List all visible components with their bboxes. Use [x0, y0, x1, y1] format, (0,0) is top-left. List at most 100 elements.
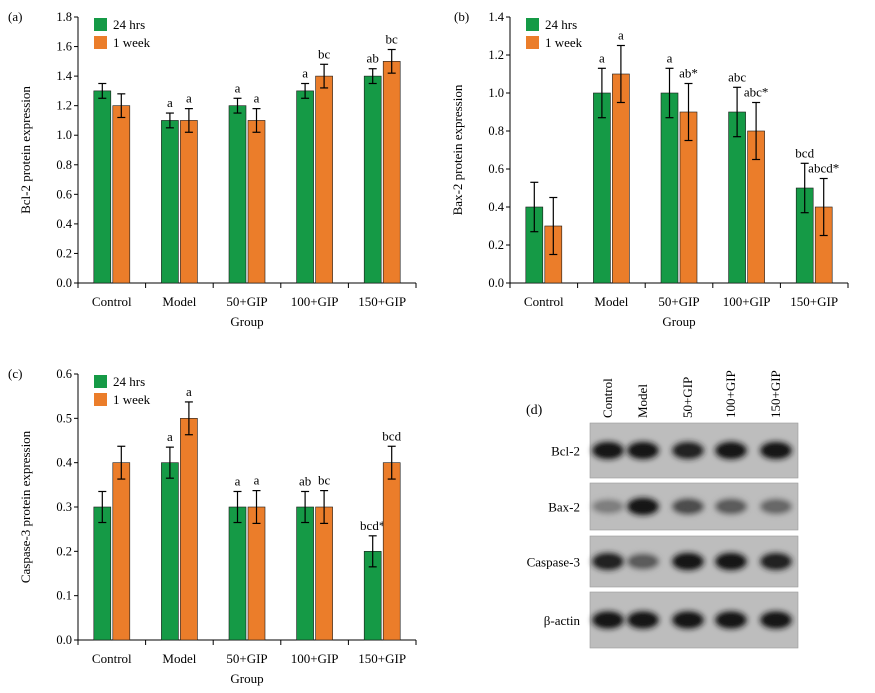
legend-label: 1 week: [545, 35, 583, 50]
bar: [112, 462, 131, 641]
significance-label: ab: [299, 473, 311, 488]
significance-label: a: [302, 66, 308, 81]
y-tick-label: 0.2: [56, 544, 72, 558]
blot-band-core: [677, 502, 699, 511]
chart-bax2: (b) 0.0 0.2 0.4 0.6 0.8 1.0 1.2 1.4 Control Model 5…: [450, 9, 849, 329]
y-tick-label: 0.3: [56, 500, 72, 514]
x-tick-label: Model: [162, 651, 196, 666]
x-tick-label: 100+GIP: [291, 651, 339, 666]
significance-label: bcd: [795, 145, 814, 160]
bar: [593, 92, 611, 284]
bar: [180, 120, 198, 284]
bar: [247, 120, 266, 284]
y-tick-label: 0.0: [56, 633, 72, 647]
x-tick-label: 150+GIP: [358, 651, 406, 666]
lane-label: Model: [635, 384, 650, 418]
x-tick-label: 100+GIP: [723, 294, 771, 309]
y-tick-label: 1.0: [488, 86, 504, 100]
blot-band-core: [632, 445, 654, 456]
legend-swatch: [94, 36, 107, 49]
x-axis-title: Group: [662, 314, 695, 329]
y-tick-label: 1.0: [56, 128, 72, 142]
y-tick-label: 0.4: [488, 200, 504, 214]
blot-band-core: [720, 445, 742, 456]
y-tick-label: 1.2: [56, 99, 72, 113]
y-tick-label: 0.0: [488, 276, 504, 290]
bar: [728, 111, 746, 284]
blot-strip-border: [589, 422, 799, 479]
bar: [228, 506, 247, 641]
legend-swatch: [94, 18, 107, 31]
y-tick-label: 1.4: [56, 69, 72, 83]
lane-label: 100+GIP: [723, 370, 738, 418]
y-tick-label: 0.4: [56, 217, 72, 231]
lane-label: Control: [600, 378, 615, 418]
y-tick-label: 0.2: [488, 238, 504, 252]
blot-band-core: [765, 615, 787, 625]
bar: [161, 120, 179, 284]
blot-band-core: [765, 502, 787, 511]
bar: [93, 506, 112, 641]
bar: [161, 462, 179, 641]
bar: [112, 105, 131, 284]
blot-band-core: [765, 556, 787, 567]
y-tick-label: 0.6: [488, 162, 504, 176]
x-tick-label: Control: [92, 294, 132, 309]
bar: [315, 75, 333, 284]
panel-label: (b): [454, 9, 469, 24]
significance-label: a: [599, 50, 605, 65]
blot-band-core: [720, 502, 742, 511]
y-tick-label: 0.8: [56, 158, 72, 172]
bar: [315, 506, 333, 641]
legend-swatch: [526, 18, 539, 31]
y-tick-label: 1.8: [56, 10, 72, 24]
significance-label: a: [167, 95, 173, 110]
legend-swatch: [526, 36, 539, 49]
y-axis-title: Caspase-3 protein expression: [18, 430, 33, 583]
x-tick-label: 50+GIP: [226, 294, 267, 309]
blot-row-label: Bcl-2: [551, 444, 580, 459]
chart-caspase3: (c) 0.0 0.1 0.2 0.3 0.4 0.5 0.6 Control Model 50+G…: [8, 366, 417, 686]
blot-strip-border: [589, 482, 799, 531]
significance-label: abc: [728, 69, 746, 84]
significance-label: ab: [367, 51, 379, 66]
chart-bcl2: (a) 0.0 0.2 0.4 0.6 0.8 1.0 1.2 1.4 1.6 1.8 Control…: [8, 9, 417, 329]
legend-label: 24 hrs: [545, 17, 577, 32]
significance-label: ab*: [679, 66, 698, 81]
bar: [296, 506, 314, 641]
panel-label: (d): [526, 403, 543, 418]
x-tick-label: 150+GIP: [790, 294, 838, 309]
x-axis-title: Group: [230, 314, 263, 329]
significance-label: abcd*: [808, 161, 839, 176]
blot-band-core: [720, 556, 742, 567]
blot-band-core: [632, 501, 654, 512]
x-tick-label: Model: [594, 294, 628, 309]
blot-band-core: [677, 615, 699, 625]
bar: [180, 418, 198, 641]
x-tick-label: Control: [92, 651, 132, 666]
significance-label: bc: [318, 473, 331, 488]
blot-row-label: β-actin: [544, 613, 581, 628]
significance-label: a: [167, 429, 173, 444]
bar: [363, 75, 382, 284]
blot-row-label: Bax-2: [548, 500, 580, 515]
significance-label: bc: [386, 32, 399, 47]
blot-strip-border: [589, 591, 799, 649]
significance-label: a: [235, 80, 241, 95]
bar: [93, 90, 112, 284]
panel-label: (c): [8, 366, 22, 381]
panel-label: (a): [8, 9, 22, 24]
western-blot-panel: (d) Control Model 50+GIP 100+GIP 150+GIP Bcl-2…: [526, 370, 799, 649]
blot-band-core: [632, 557, 654, 566]
blot-band-core: [597, 615, 619, 625]
y-tick-label: 0.2: [56, 246, 72, 260]
x-axis-title: Group: [230, 671, 263, 686]
legend-label: 1 week: [113, 35, 151, 50]
significance-label: bcd: [382, 428, 401, 443]
y-axis-title: Bax-2 protein expression: [450, 84, 465, 215]
x-tick-label: Model: [162, 294, 196, 309]
x-tick-label: 50+GIP: [226, 651, 267, 666]
blot-band-core: [632, 615, 654, 625]
y-tick-label: 1.2: [488, 48, 504, 62]
bar: [247, 506, 266, 641]
